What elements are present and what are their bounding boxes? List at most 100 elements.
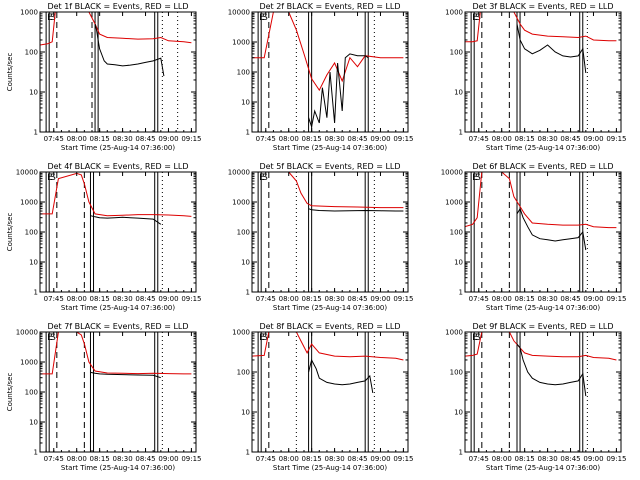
x-axis-title: Start Time (25-Aug-14 07:36:00): [61, 304, 175, 312]
series-line-lld: [40, 12, 192, 46]
plot-frame: [39, 331, 197, 453]
y-tick-label: 1: [459, 289, 463, 297]
y-tick-label: 10000: [228, 169, 250, 177]
x-tick-label: 07:45: [44, 135, 64, 143]
x-tick-label: 08:30: [112, 295, 132, 303]
x-tick-label: 07:45: [469, 455, 489, 463]
y-axis-title: Counts/sec: [6, 373, 14, 412]
y-tick-label: 100: [237, 369, 250, 377]
x-tick-label: 07:45: [469, 135, 489, 143]
y-tick-label: 10: [29, 89, 38, 97]
series-line-events: [90, 371, 161, 379]
event-marker-label: S: [475, 173, 481, 183]
y-tick-label: 1000: [20, 199, 38, 207]
x-tick-label: 09:00: [370, 455, 390, 463]
x-tick-label: 09:00: [370, 295, 390, 303]
event-marker-label: E: [259, 333, 265, 343]
event-marker-label: S: [50, 13, 56, 23]
y-tick-label: 1: [34, 129, 38, 137]
y-tick-label: 1000: [20, 359, 38, 367]
panel-title: Det 7f BLACK = Events, RED = LLD: [47, 322, 188, 331]
y-tick-label: 1000: [445, 329, 463, 337]
y-tick-label: 100: [237, 69, 250, 77]
series-line-lld: [40, 332, 192, 375]
plot-data: [40, 172, 192, 225]
x-tick-label: 09:00: [370, 135, 390, 143]
plot-frame: [464, 331, 622, 453]
panel-title: Det 5f BLACK = Events, RED = LLD: [259, 162, 400, 171]
x-tick-label: 09:00: [583, 295, 603, 303]
event-marker-label: S: [262, 13, 268, 23]
x-tick-label: 07:45: [256, 135, 276, 143]
x-tick-label: 08:15: [302, 455, 322, 463]
x-tick-label: 08:15: [90, 135, 110, 143]
y-tick-label: 10000: [228, 9, 250, 17]
x-axis-title: Start Time (25-Aug-14 07:36:00): [486, 464, 600, 472]
plot-frame: [39, 11, 197, 133]
x-tick-label: 08:15: [515, 455, 535, 463]
x-tick-label: 09:00: [583, 135, 603, 143]
series-line-events: [516, 23, 587, 73]
panel-title: Det 3f BLACK = Events, RED = LLD: [472, 2, 613, 11]
x-axis-title: Start Time (25-Aug-14 07:36:00): [486, 144, 600, 152]
y-tick-label: 10: [241, 259, 250, 267]
y-tick-label: 1000: [20, 9, 38, 17]
series-line-events: [94, 23, 165, 77]
x-tick-label: 08:15: [515, 295, 535, 303]
x-tick-label: 07:45: [256, 455, 276, 463]
x-tick-label: 08:15: [90, 295, 110, 303]
plot-frame: [251, 171, 409, 293]
x-tick-label: 08:15: [302, 295, 322, 303]
y-tick-label: 10: [241, 409, 250, 417]
series-line-events: [308, 208, 404, 212]
x-tick-label: 08:00: [67, 135, 87, 143]
plot-data: [465, 172, 617, 251]
y-tick-label: 1: [246, 289, 250, 297]
event-marker-label: E: [259, 173, 265, 183]
y-tick-label: 10000: [441, 169, 463, 177]
y-tick-label: 1000: [445, 9, 463, 17]
y-tick-label: 1000: [445, 199, 463, 207]
x-tick-label: 08:45: [560, 295, 580, 303]
x-tick-label: 08:15: [302, 135, 322, 143]
x-tick-label: 08:45: [347, 455, 367, 463]
x-axis-title: Start Time (25-Aug-14 07:36:00): [61, 144, 175, 152]
x-axis-title: Start Time (25-Aug-14 07:36:00): [486, 304, 600, 312]
y-tick-label: 1: [246, 449, 250, 457]
series-line-lld: [40, 172, 192, 217]
x-tick-label: 08:45: [347, 295, 367, 303]
x-tick-label: 09:15: [393, 135, 413, 143]
x-tick-label: 09:15: [606, 135, 626, 143]
x-tick-label: 08:30: [324, 295, 344, 303]
y-tick-label: 100: [25, 389, 38, 397]
y-tick-label: 10: [29, 259, 38, 267]
plot-data: [252, 172, 404, 212]
event-marker-label: S: [50, 333, 56, 343]
y-tick-label: 1000: [232, 39, 250, 47]
x-axis-title: Start Time (25-Aug-14 07:36:00): [273, 144, 387, 152]
plot-frame: [39, 171, 197, 293]
x-tick-label: 07:45: [44, 455, 64, 463]
event-marker-label: E: [47, 173, 53, 183]
y-tick-label: 10: [454, 89, 463, 97]
series-line-lld: [465, 172, 617, 229]
x-axis-title: Start Time (25-Aug-14 07:36:00): [273, 304, 387, 312]
x-tick-label: 08:30: [537, 455, 557, 463]
x-tick-label: 07:45: [469, 295, 489, 303]
x-tick-label: 08:30: [537, 295, 557, 303]
y-tick-label: 1: [246, 129, 250, 137]
x-tick-label: 08:00: [67, 295, 87, 303]
series-line-events: [516, 343, 587, 397]
plot-frame: [464, 11, 622, 133]
y-tick-label: 10000: [16, 329, 38, 337]
plot-frame: [464, 171, 622, 293]
x-tick-label: 09:15: [393, 455, 413, 463]
y-tick-label: 1000: [232, 329, 250, 337]
y-tick-label: 10: [454, 259, 463, 267]
series-line-events: [516, 207, 587, 251]
x-tick-label: 08:45: [560, 135, 580, 143]
x-tick-label: 09:00: [158, 135, 178, 143]
